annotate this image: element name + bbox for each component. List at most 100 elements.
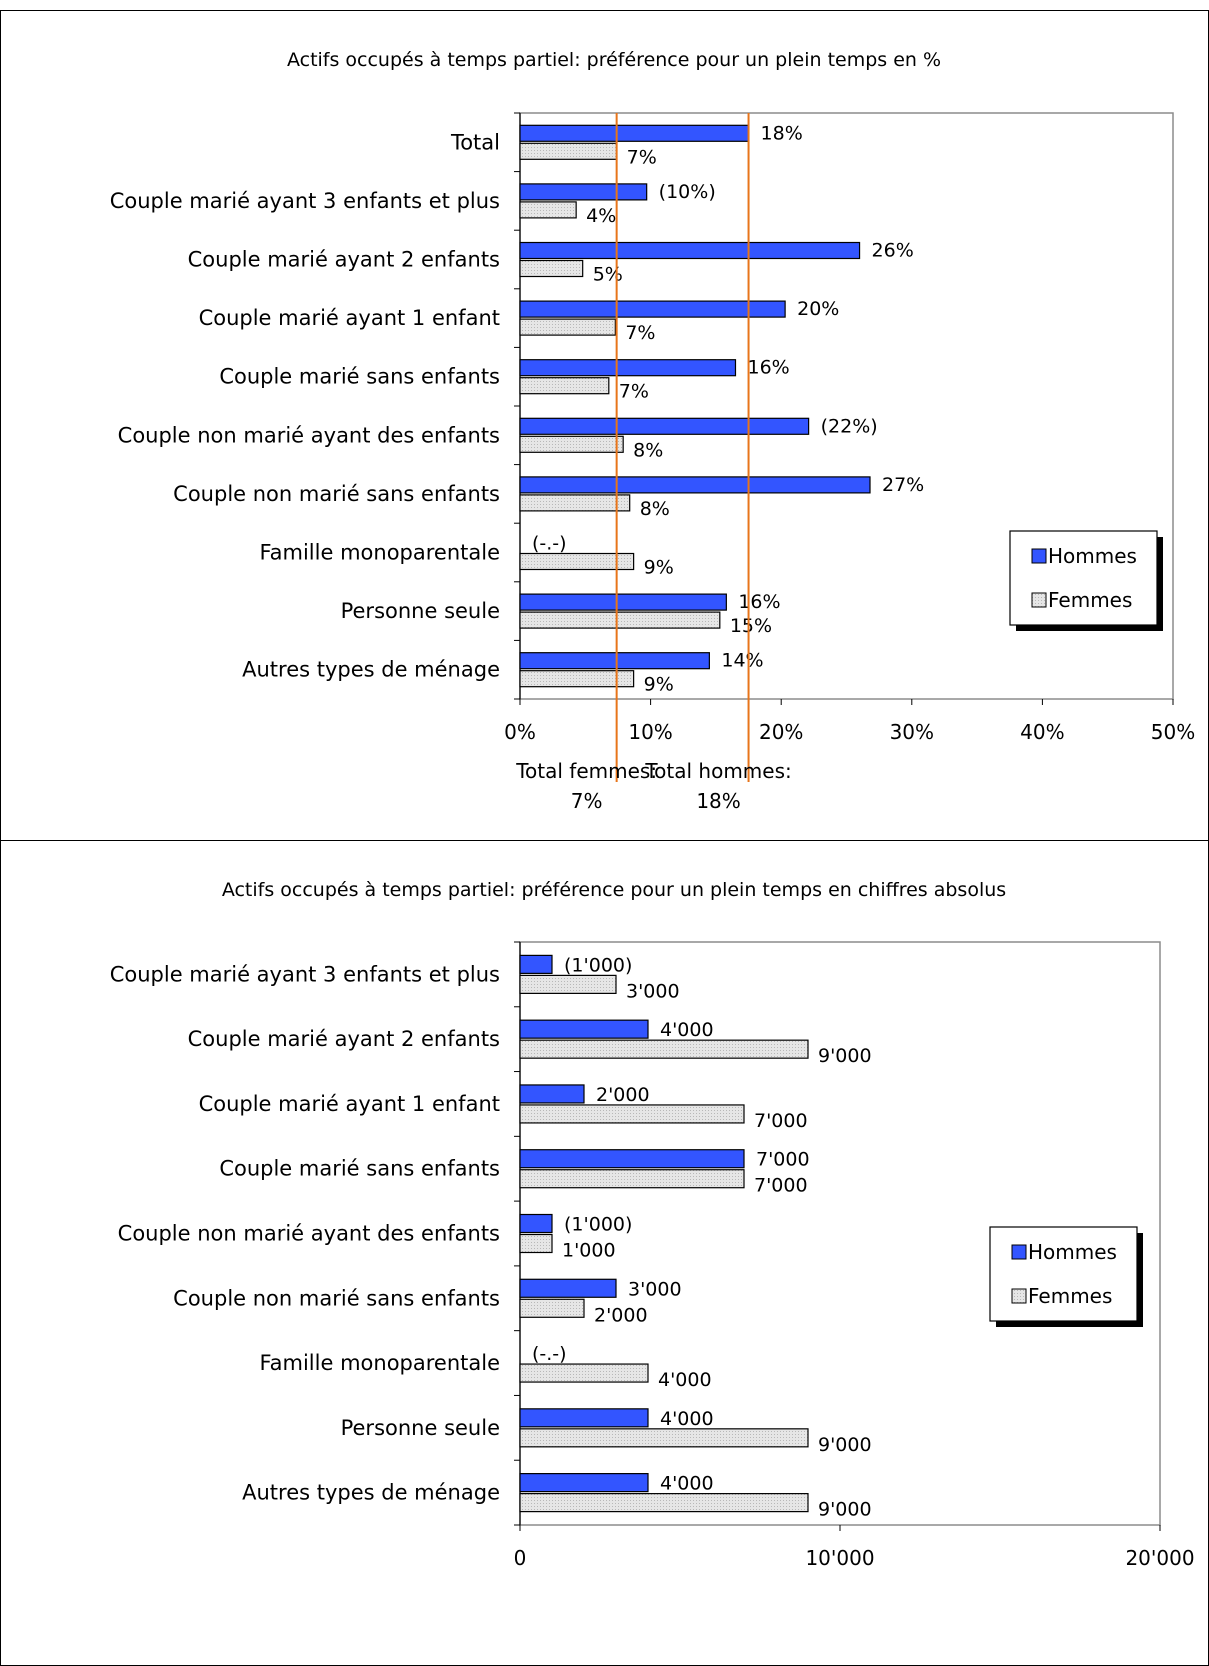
absolute-chart-label-femmes: 9'000 bbox=[818, 1434, 872, 1456]
absolute-chart-label-hommes: 4'000 bbox=[660, 1473, 714, 1495]
percent-chart-category-label: Couple marié ayant 2 enfants bbox=[188, 248, 500, 272]
percent-chart-label-hommes: 20% bbox=[797, 298, 839, 320]
percent-chart-bar-hommes bbox=[519, 183, 648, 201]
absolute-chart-label-hommes: (-.-) bbox=[532, 1343, 567, 1365]
absolute-chart-label-hommes: 4'000 bbox=[660, 1408, 714, 1430]
percent-chart-label-hommes: 18% bbox=[761, 122, 803, 144]
percent-chart-label-femmes: 7% bbox=[627, 146, 657, 168]
absolute-chart-group: Actifs occupés à temps partiel: préféren… bbox=[110, 879, 1195, 1570]
percent-chart-label-hommes: (10%) bbox=[659, 181, 716, 203]
percent-chart-bar-hommes bbox=[519, 652, 710, 670]
percent-chart-bar-femmes bbox=[519, 494, 631, 512]
percent-chart-label-hommes: 16% bbox=[747, 357, 789, 379]
percent-chart-category-label: Autres types de ménage bbox=[242, 658, 500, 682]
absolute-chart-label-femmes: 9'000 bbox=[818, 1045, 872, 1067]
percent-chart-tick-label: 30% bbox=[890, 720, 934, 744]
absolute-chart-category-label: Personne seule bbox=[341, 1416, 500, 1440]
percent-chart-bar-hommes bbox=[519, 417, 810, 435]
absolute-chart-category-label: Autres types de ménage bbox=[242, 1481, 500, 1505]
absolute-chart-bar-femmes bbox=[519, 1104, 745, 1124]
percent-chart-legend-swatch-hommes bbox=[1031, 548, 1047, 564]
percent-chart-legend bbox=[1009, 530, 1158, 626]
percent-chart-category-label: Couple marié ayant 3 enfants et plus bbox=[110, 189, 500, 213]
percent-chart-reference-value: 18% bbox=[696, 789, 740, 813]
absolute-chart-category-label: Couple marié ayant 3 enfants et plus bbox=[110, 962, 500, 986]
absolute-chart-category-label: Couple non marié ayant des enfants bbox=[118, 1222, 500, 1246]
percent-chart-bar-femmes bbox=[519, 435, 624, 453]
percent-chart-group: Actifs occupés à temps partiel: préféren… bbox=[110, 49, 1196, 813]
absolute-chart-label-hommes: 2'000 bbox=[596, 1084, 650, 1106]
percent-chart-label-hommes: (22%) bbox=[821, 415, 878, 437]
percent-chart-reference-value: 7% bbox=[571, 789, 603, 813]
percent-chart-category-label: Couple marié ayant 1 enfant bbox=[199, 306, 500, 330]
absolute-chart-label-hommes: 4'000 bbox=[660, 1019, 714, 1041]
percent-chart-label-femmes: 9% bbox=[644, 674, 674, 696]
absolute-chart-label-hommes: 7'000 bbox=[756, 1149, 810, 1171]
absolute-chart-legend bbox=[989, 1226, 1138, 1322]
percent-chart-label-hommes: (-.-) bbox=[532, 533, 567, 555]
absolute-chart-legend-swatch-femmes bbox=[1011, 1288, 1027, 1304]
absolute-chart-label-hommes: 3'000 bbox=[628, 1278, 682, 1300]
percent-chart-label-femmes: 7% bbox=[619, 381, 649, 403]
absolute-chart-label-femmes: 3'000 bbox=[626, 980, 680, 1002]
absolute-chart-label-femmes: 2'000 bbox=[594, 1304, 648, 1326]
percent-chart-bar-femmes bbox=[519, 611, 721, 629]
absolute-chart-legend-swatch-hommes bbox=[1011, 1244, 1027, 1260]
absolute-chart-bar-hommes bbox=[519, 1213, 553, 1234]
percent-chart-tick-label: 40% bbox=[1020, 720, 1064, 744]
percent-chart-bar-femmes bbox=[519, 552, 635, 571]
absolute-chart-bar-femmes bbox=[519, 1233, 553, 1254]
absolute-chart-bar-hommes bbox=[519, 954, 553, 974]
percent-chart-bar-hommes bbox=[519, 300, 786, 318]
absolute-chart-category-label: Couple marié ayant 1 enfant bbox=[199, 1092, 500, 1116]
percent-chart-bar-femmes bbox=[519, 142, 618, 160]
percent-chart-label-femmes: 15% bbox=[730, 615, 772, 637]
absolute-chart-bar-femmes bbox=[519, 974, 617, 994]
percent-chart-label-femmes: 7% bbox=[625, 322, 655, 344]
percent-chart-reference-label: Total femmes: bbox=[515, 759, 657, 783]
absolute-chart-bar-femmes bbox=[519, 1428, 809, 1448]
percent-chart-tick-label: 20% bbox=[759, 720, 803, 744]
percent-chart-tick-label: 10% bbox=[628, 720, 672, 744]
percent-chart-label-hommes: 26% bbox=[872, 240, 914, 262]
absolute-chart-tick-label: 10'000 bbox=[805, 1546, 874, 1570]
percent-chart-tick-label: 0% bbox=[504, 720, 536, 744]
percent-chart-category-label: Personne seule bbox=[341, 599, 500, 623]
absolute-chart-bar-femmes bbox=[519, 1298, 585, 1318]
absolute-chart-label-femmes: 4'000 bbox=[658, 1369, 712, 1391]
percent-chart-bar-hommes bbox=[519, 593, 727, 611]
percent-chart-bar-femmes bbox=[519, 670, 635, 688]
absolute-chart-tick-label: 0 bbox=[514, 1546, 527, 1570]
absolute-chart-legend-label-femmes: Femmes bbox=[1028, 1284, 1112, 1308]
percent-chart-label-hommes: 16% bbox=[738, 591, 780, 613]
percent-chart-category-label: Famille monoparentale bbox=[260, 541, 501, 565]
percent-chart-bar-hommes bbox=[519, 359, 737, 377]
percent-chart-label-femmes: 5% bbox=[593, 264, 623, 286]
absolute-chart-bar-femmes bbox=[519, 1169, 745, 1189]
percent-chart-legend-swatch-femmes bbox=[1031, 592, 1047, 608]
absolute-chart-label-femmes: 7'000 bbox=[754, 1175, 808, 1197]
absolute-chart-category-label: Famille monoparentale bbox=[260, 1351, 501, 1375]
percent-chart-category-label: Couple non marié sans enfants bbox=[173, 482, 500, 506]
percent-chart-label-hommes: 27% bbox=[882, 474, 924, 496]
percent-chart-bar-hommes bbox=[519, 241, 861, 260]
percent-chart-label-femmes: 4% bbox=[586, 205, 616, 227]
percent-chart-bar-femmes bbox=[519, 201, 577, 219]
absolute-chart-label-hommes: (1'000) bbox=[564, 954, 632, 976]
percent-chart-bar-hommes bbox=[519, 124, 750, 142]
absolute-chart-category-label: Couple marié sans enfants bbox=[219, 1157, 500, 1181]
absolute-chart-bar-hommes bbox=[519, 1084, 585, 1104]
absolute-chart-category-label: Couple non marié sans enfants bbox=[173, 1286, 500, 1310]
absolute-chart-label-hommes: (1'000) bbox=[564, 1214, 632, 1236]
absolute-chart-bar-hommes bbox=[519, 1408, 649, 1428]
percent-chart-bar-femmes bbox=[519, 377, 610, 395]
percent-chart-label-femmes: 9% bbox=[644, 557, 674, 579]
percent-chart-category-label: Total bbox=[450, 130, 500, 154]
percent-chart-reference-label: Total hommes: bbox=[644, 759, 791, 783]
percent-chart-category-label: Couple non marié ayant des enfants bbox=[118, 423, 500, 447]
absolute-chart-title: Actifs occupés à temps partiel: préféren… bbox=[222, 879, 1006, 901]
absolute-chart-bar-hommes bbox=[519, 1278, 617, 1298]
absolute-chart-bar-femmes bbox=[519, 1493, 809, 1513]
absolute-chart-bar-femmes bbox=[519, 1363, 649, 1383]
